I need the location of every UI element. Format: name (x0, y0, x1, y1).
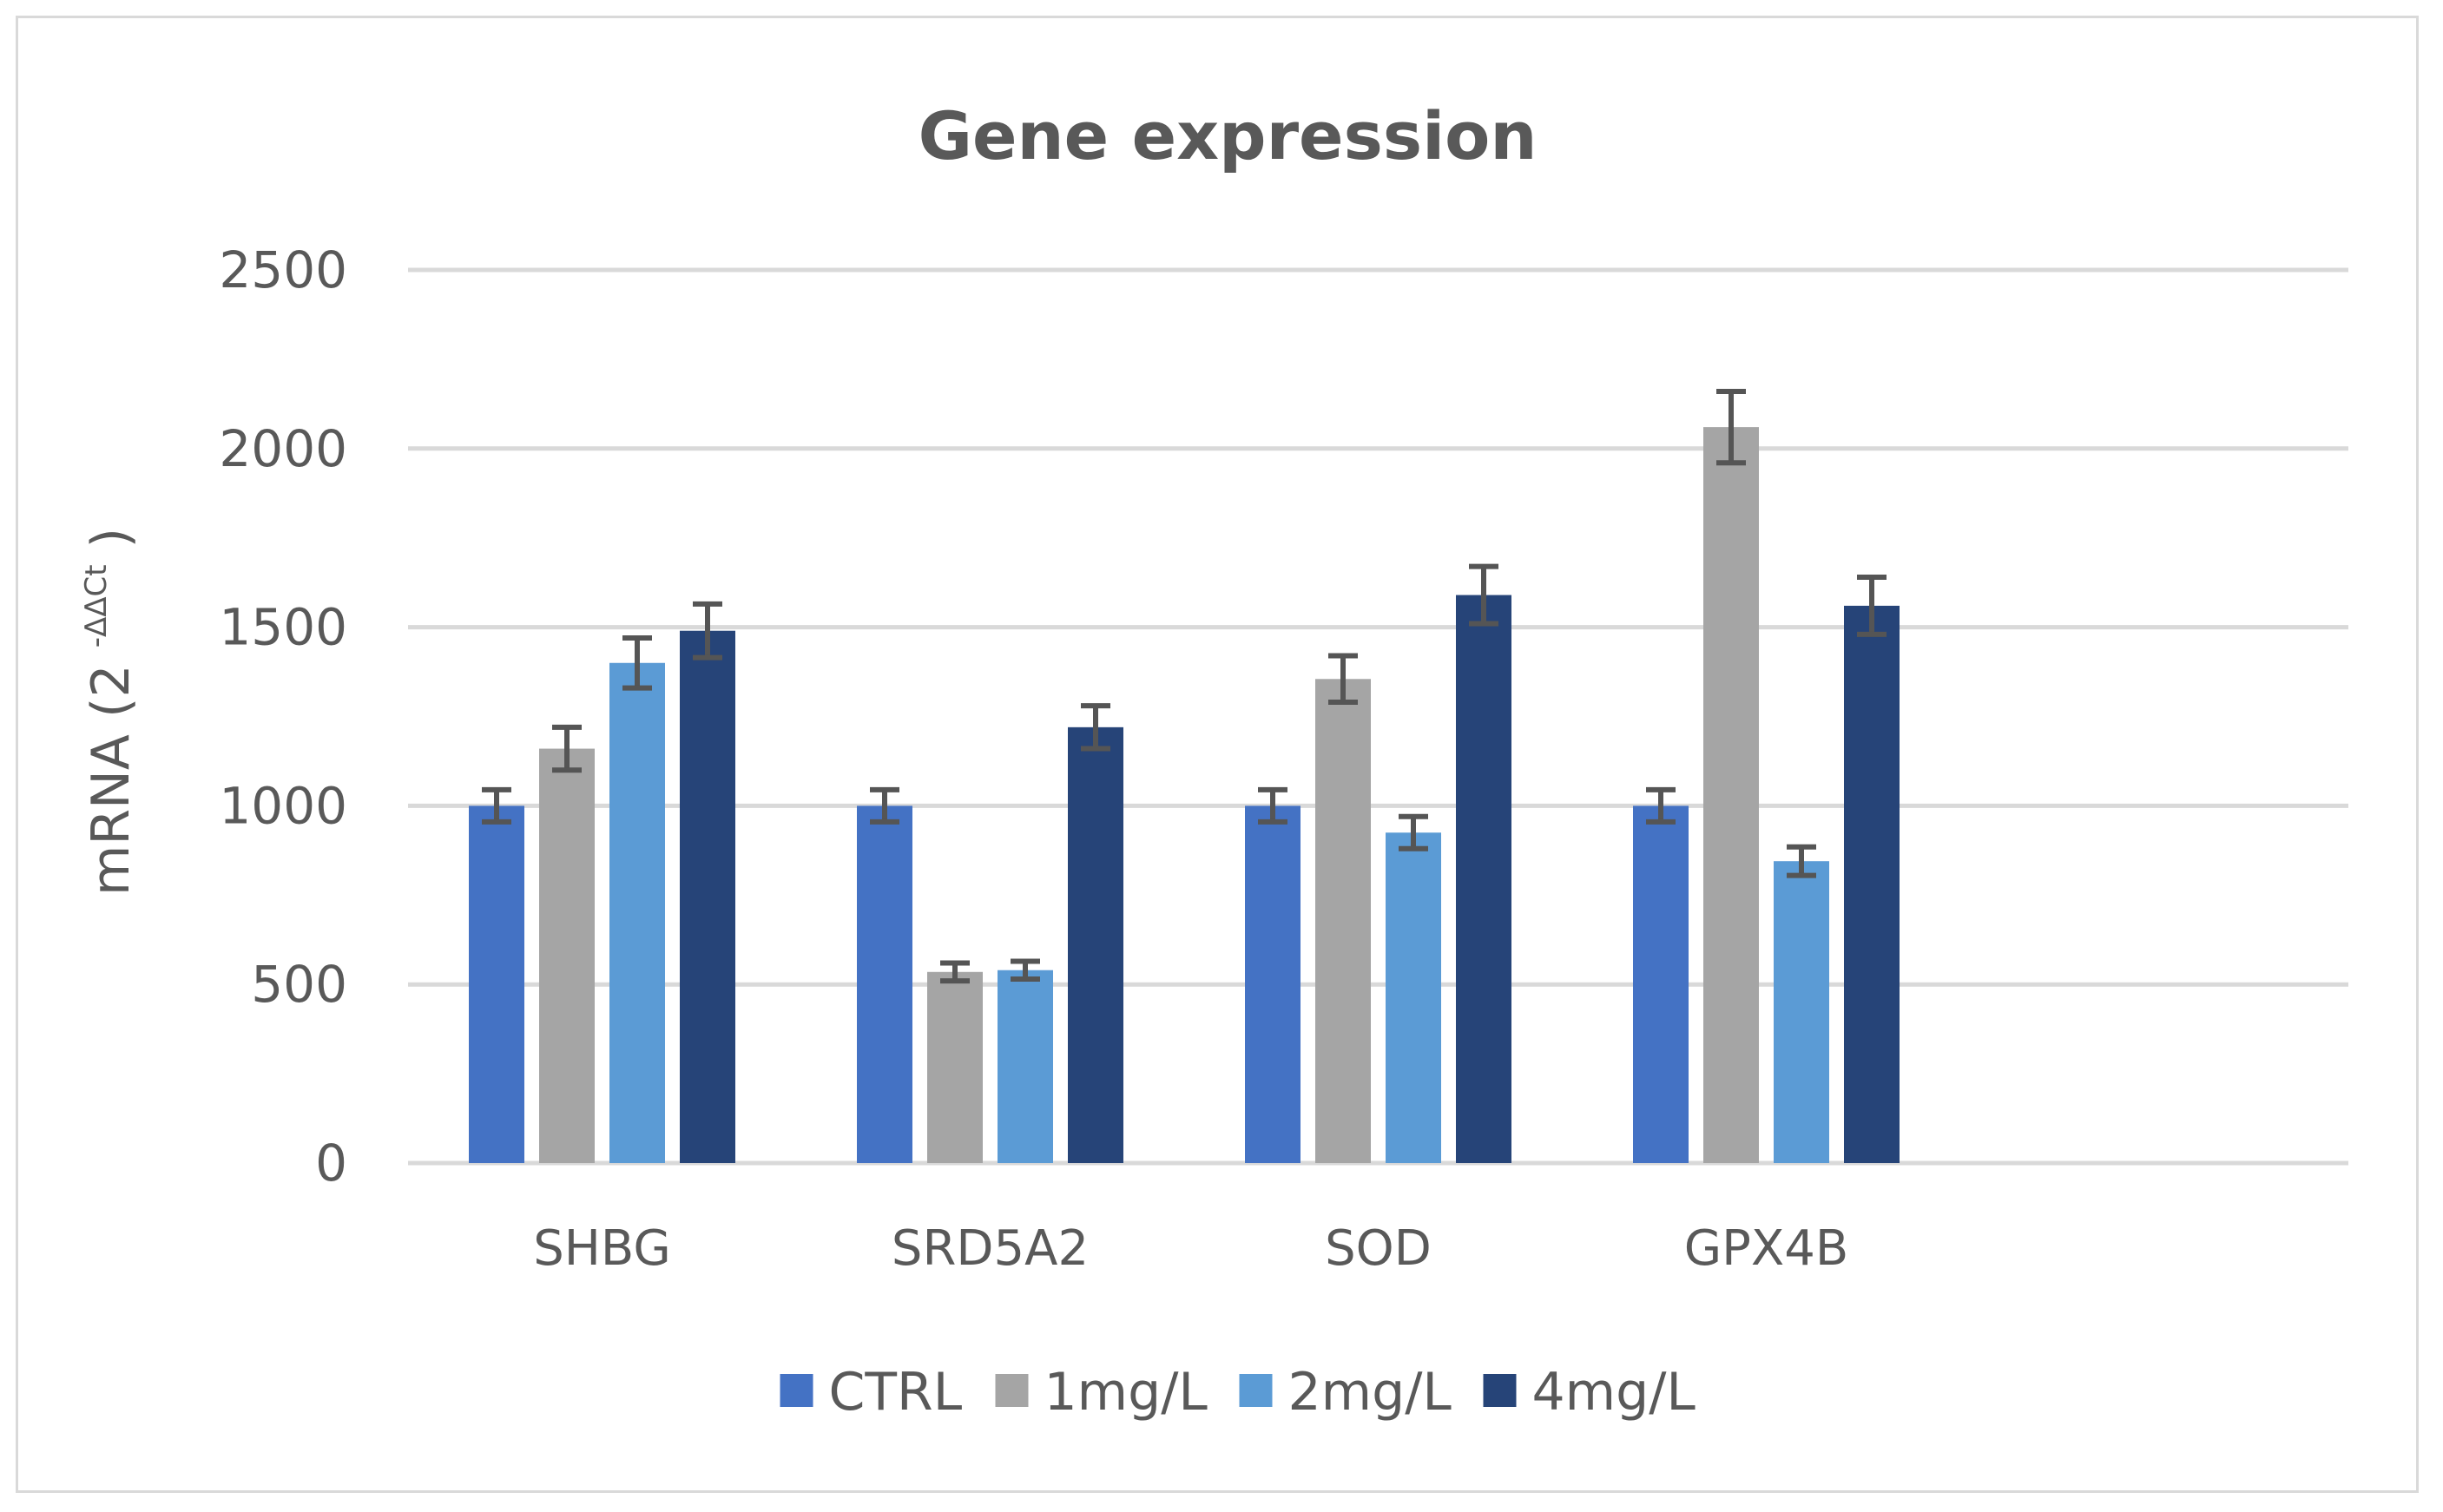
bar (998, 970, 1053, 1163)
y-tick-label: 0 (315, 1134, 347, 1193)
legend-label: CTRL (829, 1362, 963, 1423)
legend-label: 1mg/L (1044, 1362, 1208, 1423)
error-bar (552, 724, 582, 773)
y-tick-label: 1000 (219, 776, 347, 835)
legend-label: 2mg/L (1288, 1362, 1452, 1423)
bar (1245, 805, 1301, 1163)
error-bar (1716, 388, 1746, 466)
legend-item: CTRL (780, 1362, 963, 1423)
bar (1456, 595, 1511, 1163)
bar (927, 971, 983, 1163)
bar (857, 805, 912, 1163)
y-tick-label: 500 (251, 955, 347, 1014)
bar (539, 748, 595, 1163)
error-bar (1258, 786, 1287, 825)
x-category-label: SHBG (533, 1220, 670, 1277)
y-axis-label-close: ) (81, 528, 142, 548)
error-bar (1646, 786, 1676, 825)
error-bar (1469, 563, 1498, 627)
error-bar (482, 786, 511, 825)
bar (609, 662, 665, 1163)
bar (469, 805, 524, 1163)
bar (1315, 679, 1371, 1163)
legend-swatch (1239, 1374, 1273, 1407)
error-bar (1328, 653, 1358, 706)
y-axis-label-superscript: -ΔΔCt (79, 564, 114, 648)
error-bars (482, 388, 1887, 984)
y-tick-label: 1500 (219, 598, 347, 657)
error-bar (1857, 574, 1887, 637)
y-axis-label-suffix: (2 (81, 664, 142, 718)
error-bar (1011, 958, 1040, 983)
legend-item: 2mg/L (1239, 1362, 1452, 1423)
y-axis-label: mRNA (2 -ΔΔCt ) (58, 528, 142, 896)
y-tick-label: 2000 (219, 419, 347, 478)
x-category-label: GPX4B (1684, 1220, 1849, 1277)
bar (1774, 861, 1829, 1163)
legend-swatch (995, 1374, 1029, 1407)
error-bar (940, 960, 970, 984)
bar (1068, 726, 1123, 1163)
error-bar (1081, 703, 1110, 752)
x-axis-categories: SHBG SRD5A2 SOD GPX4B (533, 1220, 1848, 1277)
x-category-label: SOD (1325, 1220, 1432, 1277)
y-axis-label-text: mRNA (81, 734, 142, 896)
legend-item: 1mg/L (995, 1362, 1208, 1423)
legend-swatch (780, 1374, 813, 1407)
error-bar (622, 634, 652, 691)
bar (1703, 427, 1759, 1163)
chart-frame (16, 16, 2419, 1493)
error-bar (1787, 844, 1816, 878)
y-axis-ticks: 0 500 1000 1500 2000 2500 (219, 240, 347, 1193)
bar (1633, 805, 1689, 1163)
bar (1844, 605, 1900, 1163)
bar (680, 630, 735, 1163)
legend-label: 4mg/L (1532, 1362, 1696, 1423)
y-tick-label: 2500 (219, 240, 347, 299)
svg-text:mRNA (2 -ΔΔCt: mRNA (2 -ΔΔCt ) (58, 528, 142, 896)
bar (1386, 832, 1441, 1163)
legend-swatch (1483, 1374, 1517, 1407)
chart-title: Gene expression (919, 97, 1538, 174)
legend: CTRL 1mg/L 2mg/L 4mg/L (780, 1362, 1696, 1423)
error-bar (693, 601, 722, 661)
x-category-label: SRD5A2 (892, 1220, 1089, 1277)
legend-item: 4mg/L (1483, 1362, 1696, 1423)
error-bar (1399, 813, 1428, 851)
error-bar (870, 786, 899, 825)
bars (469, 427, 1900, 1163)
